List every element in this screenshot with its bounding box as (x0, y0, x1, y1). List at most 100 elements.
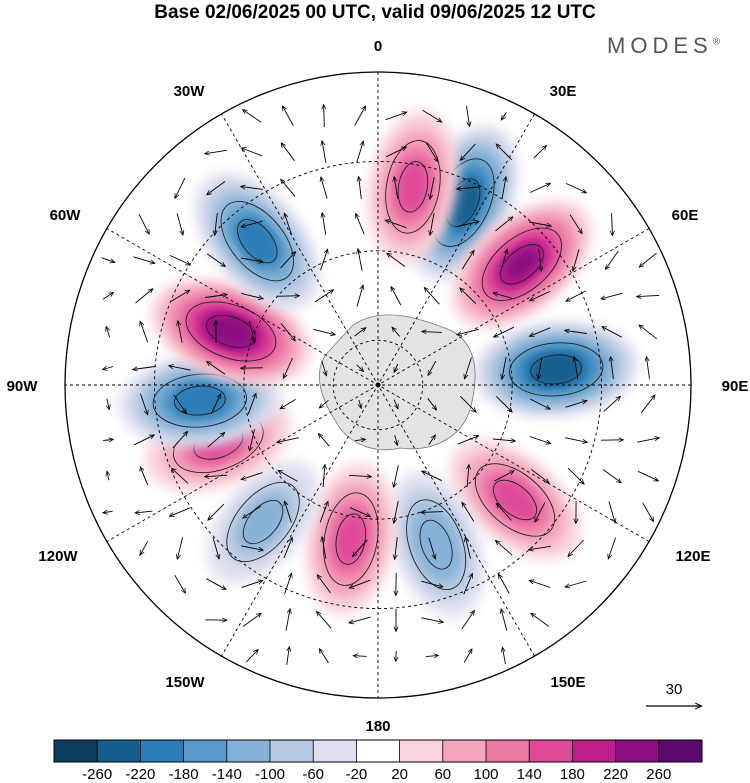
colorbar-swatch (140, 740, 184, 762)
wind-vector (427, 398, 437, 409)
colorbar-tick-label: 100 (473, 766, 498, 783)
anomaly-contour-line (237, 219, 278, 264)
wind-vector (322, 213, 327, 235)
wind-vector (492, 439, 515, 441)
wind-vector (603, 397, 620, 412)
wind-vector (284, 357, 293, 378)
wind-vector (393, 399, 398, 409)
wind-vector (422, 332, 442, 333)
wind-vector (462, 503, 475, 522)
wind-vector (467, 465, 469, 488)
wind-vector (568, 539, 584, 556)
colorbar-swatch (442, 740, 487, 762)
wind-vector (207, 181, 226, 195)
colorbar: -260 -220 -180 -140 -100 -60 -20 20 60 100 140 180 2… (53, 739, 703, 783)
wind-vector (497, 504, 512, 521)
wind-vector (529, 184, 550, 193)
wind-vector (428, 537, 435, 559)
wind-vector (319, 434, 330, 447)
colorbar-swatch (97, 740, 141, 762)
wind-vector (281, 180, 296, 197)
wind-vector (465, 357, 472, 379)
wind-vector (430, 213, 435, 235)
wind-vector (170, 507, 191, 516)
wind-vector (529, 545, 551, 549)
colorbar-tick-label: -20 (346, 766, 368, 783)
colorbar-tick-label: -140 (212, 766, 242, 783)
wind-vector (640, 395, 654, 413)
wind-vector (354, 439, 365, 440)
anomaly-contour-line (419, 519, 453, 570)
wind-vector (565, 182, 586, 192)
colorbar-swatch (658, 740, 703, 762)
wind-vector (530, 290, 551, 300)
wind-vector (459, 395, 475, 412)
anomaly-contour-line (335, 513, 367, 565)
wind-vector (391, 287, 402, 306)
wind-vector (457, 328, 479, 334)
colorbar-tick-label: 220 (603, 766, 628, 783)
anomaly-contour-line (220, 201, 294, 282)
wind-vector (637, 295, 660, 296)
anomaly-cell (194, 172, 321, 310)
wind-vector (241, 220, 263, 227)
wind-vector (321, 360, 327, 376)
anomaly-contour-fill (502, 246, 542, 282)
wind-vector (242, 614, 261, 627)
wind-vector (206, 253, 225, 267)
wind-vector (496, 541, 513, 556)
wind-vector (140, 467, 149, 486)
wind-vector (177, 537, 184, 558)
anomaly-contour-line (499, 244, 544, 285)
anomaly-contour-line (185, 301, 277, 362)
wind-vector (140, 540, 149, 555)
wind-vector (463, 574, 472, 595)
wind-vector (422, 109, 442, 122)
wind-vector (425, 288, 440, 305)
wind-vector (637, 470, 658, 480)
anomaly-contour-line (173, 385, 226, 416)
wind-vector (565, 401, 587, 408)
wind-vector (243, 110, 262, 123)
wind-vector (573, 249, 580, 270)
wind-vector (285, 502, 292, 523)
colorbar-swatch (270, 740, 314, 762)
wind-vector (535, 501, 546, 522)
wind-vector (242, 472, 263, 480)
colorbar-tick-label: -220 (125, 766, 155, 783)
wind-vector (172, 469, 189, 484)
wind-vector (466, 537, 471, 559)
wind-vector (173, 394, 186, 413)
wind-vector (460, 288, 477, 305)
colorbar-tick-label: -60 (302, 766, 324, 783)
wind-vector (136, 511, 153, 513)
wind-vector (285, 214, 292, 235)
anomaly-contour-fill (334, 511, 368, 567)
wind-vector (387, 254, 406, 267)
colorbar-swatch (486, 740, 530, 762)
wind-vector (422, 471, 443, 482)
wind-vector (353, 539, 368, 556)
reference-vector-value: 30 (666, 681, 683, 698)
wind-vector (425, 655, 438, 656)
antarctica-landmass (318, 314, 476, 451)
wind-vector (430, 177, 435, 199)
wind-vector (280, 252, 296, 269)
wind-vector (206, 578, 225, 590)
map-boundary (64, 71, 692, 699)
wind-vector (394, 363, 397, 372)
wind-vector (567, 467, 584, 484)
wind-vector (321, 177, 328, 199)
anomaly-contour-line (152, 373, 247, 428)
south-pole-marker (375, 382, 381, 388)
wind-vector (285, 609, 290, 631)
wind-vector (566, 290, 586, 301)
wind-vector (428, 435, 435, 445)
wind-vector (533, 146, 546, 159)
lon-label-120e: 120E (675, 548, 710, 565)
wind-vector (354, 106, 366, 126)
wind-vector (354, 656, 367, 657)
wind-vector (457, 436, 478, 445)
lon-label-0: 0 (374, 38, 382, 55)
